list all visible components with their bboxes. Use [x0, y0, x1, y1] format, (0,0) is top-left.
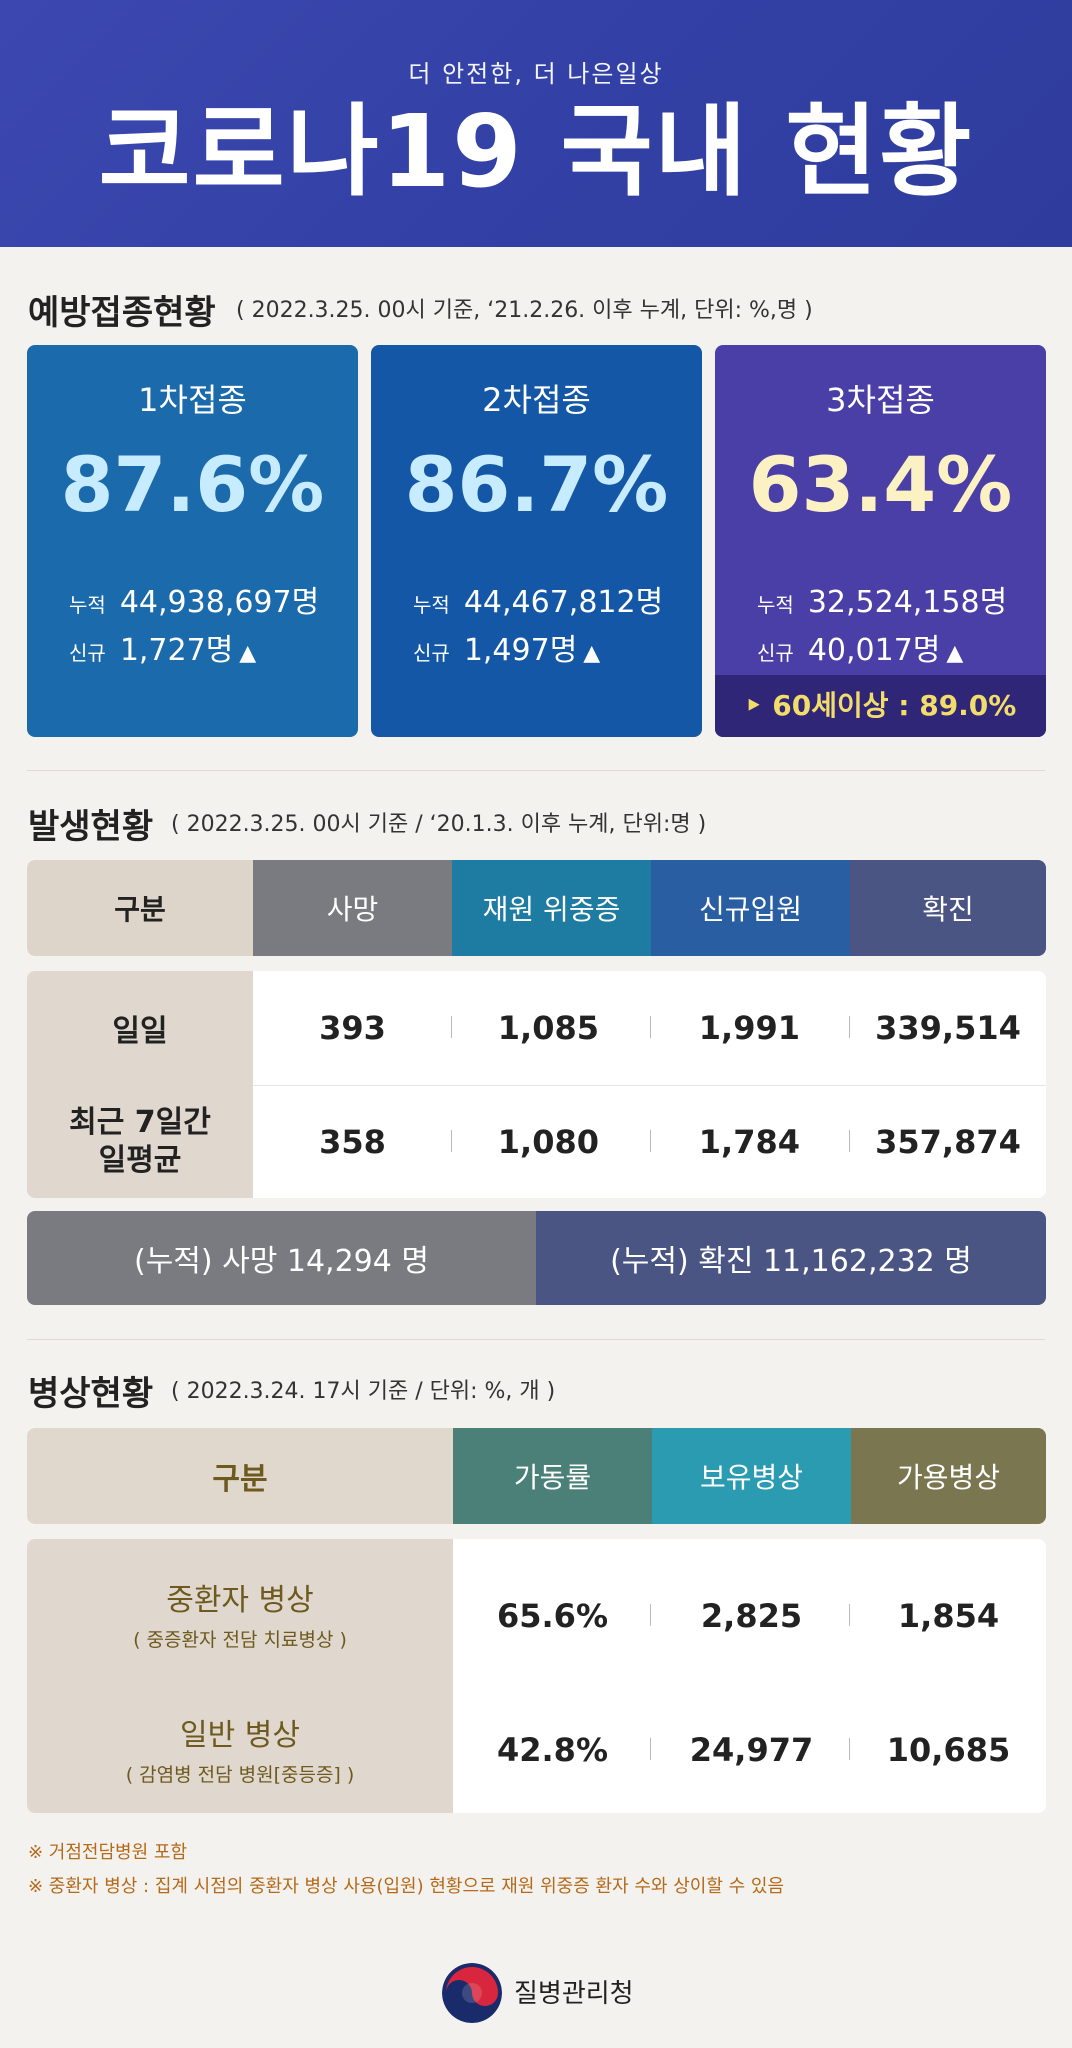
card-rate: 86.7%	[404, 440, 669, 529]
beds-table-header: 구분 가동률 보유병상 가용병상	[27, 1428, 1046, 1524]
separator	[451, 1016, 452, 1038]
header-occupancy-rate: 가동률	[453, 1428, 652, 1524]
weekly-new-admission: 1,784	[698, 1122, 800, 1161]
divider	[27, 770, 1045, 771]
separator	[849, 1604, 850, 1626]
card-cumulative: 누적 32,524,158명	[757, 585, 1008, 620]
header-death: 사망	[253, 860, 452, 956]
general-beds-held: 24,977	[689, 1731, 814, 1769]
page-title: 코로나19 국내 현황	[98, 93, 974, 210]
separator	[849, 1130, 850, 1152]
card-rate: 87.6%	[60, 440, 325, 529]
card-cumulative: 누적 44,467,812명	[413, 585, 664, 620]
separator	[451, 1130, 452, 1152]
elderly-rate-badge: ‣ 60세이상 : 89.0%	[715, 675, 1046, 737]
vaccination-section-title: 예방접종현황	[28, 293, 216, 333]
beds-section-title: 병상현황	[28, 1374, 154, 1414]
separator	[849, 1016, 850, 1038]
row-label-weekly-average: 최근 7일간 일평균	[69, 1104, 211, 1178]
general-beds-available: 10,685	[886, 1731, 1011, 1769]
header-beds-held: 보유병상	[652, 1428, 851, 1524]
up-arrow-icon: ▲	[239, 641, 257, 666]
weekly-confirmed: 357,874	[875, 1122, 1021, 1161]
up-arrow-icon: ▲	[946, 641, 964, 666]
footnote: ※ 거점전담병원 포함	[28, 1842, 188, 1863]
header-subtitle: 더 안전한, 더 나은일상	[408, 60, 664, 88]
row-label-subtitle: ( 중증환자 전담 치료병상 )	[133, 1629, 347, 1651]
card-rate: 63.4%	[748, 440, 1013, 529]
occurrence-table-body	[27, 971, 1046, 1198]
icu-beds-available: 1,854	[897, 1597, 1000, 1635]
agency-name: 질병관리청	[514, 1979, 634, 2009]
row-label-column	[27, 971, 253, 1198]
header-critical: 재원 위중증	[452, 860, 651, 956]
header-beds-available: 가용병상	[851, 1428, 1046, 1524]
separator	[650, 1604, 651, 1626]
separator	[650, 1016, 651, 1038]
cumulative-confirmed: (누적) 확진 11,162,232 명	[536, 1211, 1046, 1305]
row-divider	[253, 1085, 1046, 1086]
separator	[650, 1738, 651, 1760]
daily-confirmed: 339,514	[875, 1009, 1021, 1047]
card-new: 신규 40,017명 ▲	[757, 633, 964, 668]
occurrence-section-title: 발생현황	[28, 807, 154, 847]
card-label: 1차접종	[138, 381, 247, 419]
row-label-daily: 일일	[112, 1014, 168, 1049]
cumulative-bar: (누적) 사망 14,294 명 (누적) 확진 11,162,232 명	[27, 1211, 1046, 1305]
header-confirmed: 확진	[850, 860, 1046, 956]
row-label-title: 일반 병상	[180, 1718, 300, 1753]
row-label-title: 중환자 병상	[166, 1583, 314, 1618]
row-label-column	[27, 1539, 453, 1813]
third-dose-card: 3차접종 63.4% 누적 32,524,158명 신규 40,017명 ▲ ‣ 60…	[715, 345, 1046, 737]
separator	[650, 1130, 651, 1152]
up-arrow-icon: ▲	[583, 641, 601, 666]
row-label-general: 일반 병상 ( 감염병 전담 병원[중등증] )	[27, 1710, 453, 1787]
beds-table-body	[27, 1539, 1046, 1813]
page-header: 더 안전한, 더 나은일상 코로나19 국내 현황	[0, 0, 1072, 247]
weekly-death: 358	[319, 1122, 386, 1161]
beds-note: ( 2022.3.24. 17시 기준 / 단위: %, 개 )	[171, 1379, 556, 1404]
general-occupancy-rate: 42.8%	[496, 1731, 608, 1769]
first-dose-card: 1차접종 87.6% 누적 44,938,697명 신규 1,727명 ▲	[27, 345, 358, 737]
cumulative-death: (누적) 사망 14,294 명	[27, 1211, 536, 1305]
header-new-admission: 신규입원	[651, 860, 850, 956]
card-label: 3차접종	[826, 381, 935, 419]
card-label: 2차접종	[482, 381, 591, 419]
footnote: ※ 중환자 병상 : 집계 시점의 중환자 병상 사용(입원) 현황으로 재원 …	[28, 1876, 785, 1897]
card-cumulative: 누적 44,938,697명	[69, 585, 320, 620]
kdca-logo-icon	[442, 1963, 502, 2023]
daily-critical: 1,085	[497, 1009, 599, 1047]
card-new: 신규 1,727명 ▲	[69, 633, 257, 668]
header-category: 구분	[27, 860, 253, 956]
occurrence-table-header: 구분 사망 재원 위중증 신규입원 확진	[27, 860, 1046, 956]
daily-death: 393	[319, 1009, 386, 1047]
weekly-critical: 1,080	[497, 1122, 599, 1161]
separator	[849, 1738, 850, 1760]
header-category: 구분	[27, 1428, 453, 1524]
icu-beds-held: 2,825	[700, 1597, 803, 1635]
second-dose-card: 2차접종 86.7% 누적 44,467,812명 신규 1,497명 ▲	[371, 345, 702, 737]
card-new: 신규 1,497명 ▲	[413, 633, 601, 668]
daily-new-admission: 1,991	[698, 1009, 800, 1047]
occurrence-note: ( 2022.3.25. 00시 기준 / ‘20.1.3. 이후 누계, 단위…	[171, 812, 707, 837]
row-label-subtitle: ( 감염병 전담 병원[중등증] )	[125, 1764, 355, 1786]
divider	[27, 1339, 1045, 1340]
row-label-icu: 중환자 병상 ( 중증환자 전담 치료병상 )	[27, 1575, 453, 1652]
icu-occupancy-rate: 65.6%	[496, 1597, 608, 1635]
vaccination-note: ( 2022.3.25. 00시 기준, ‘21.2.26. 이후 누계, 단위…	[236, 298, 813, 323]
